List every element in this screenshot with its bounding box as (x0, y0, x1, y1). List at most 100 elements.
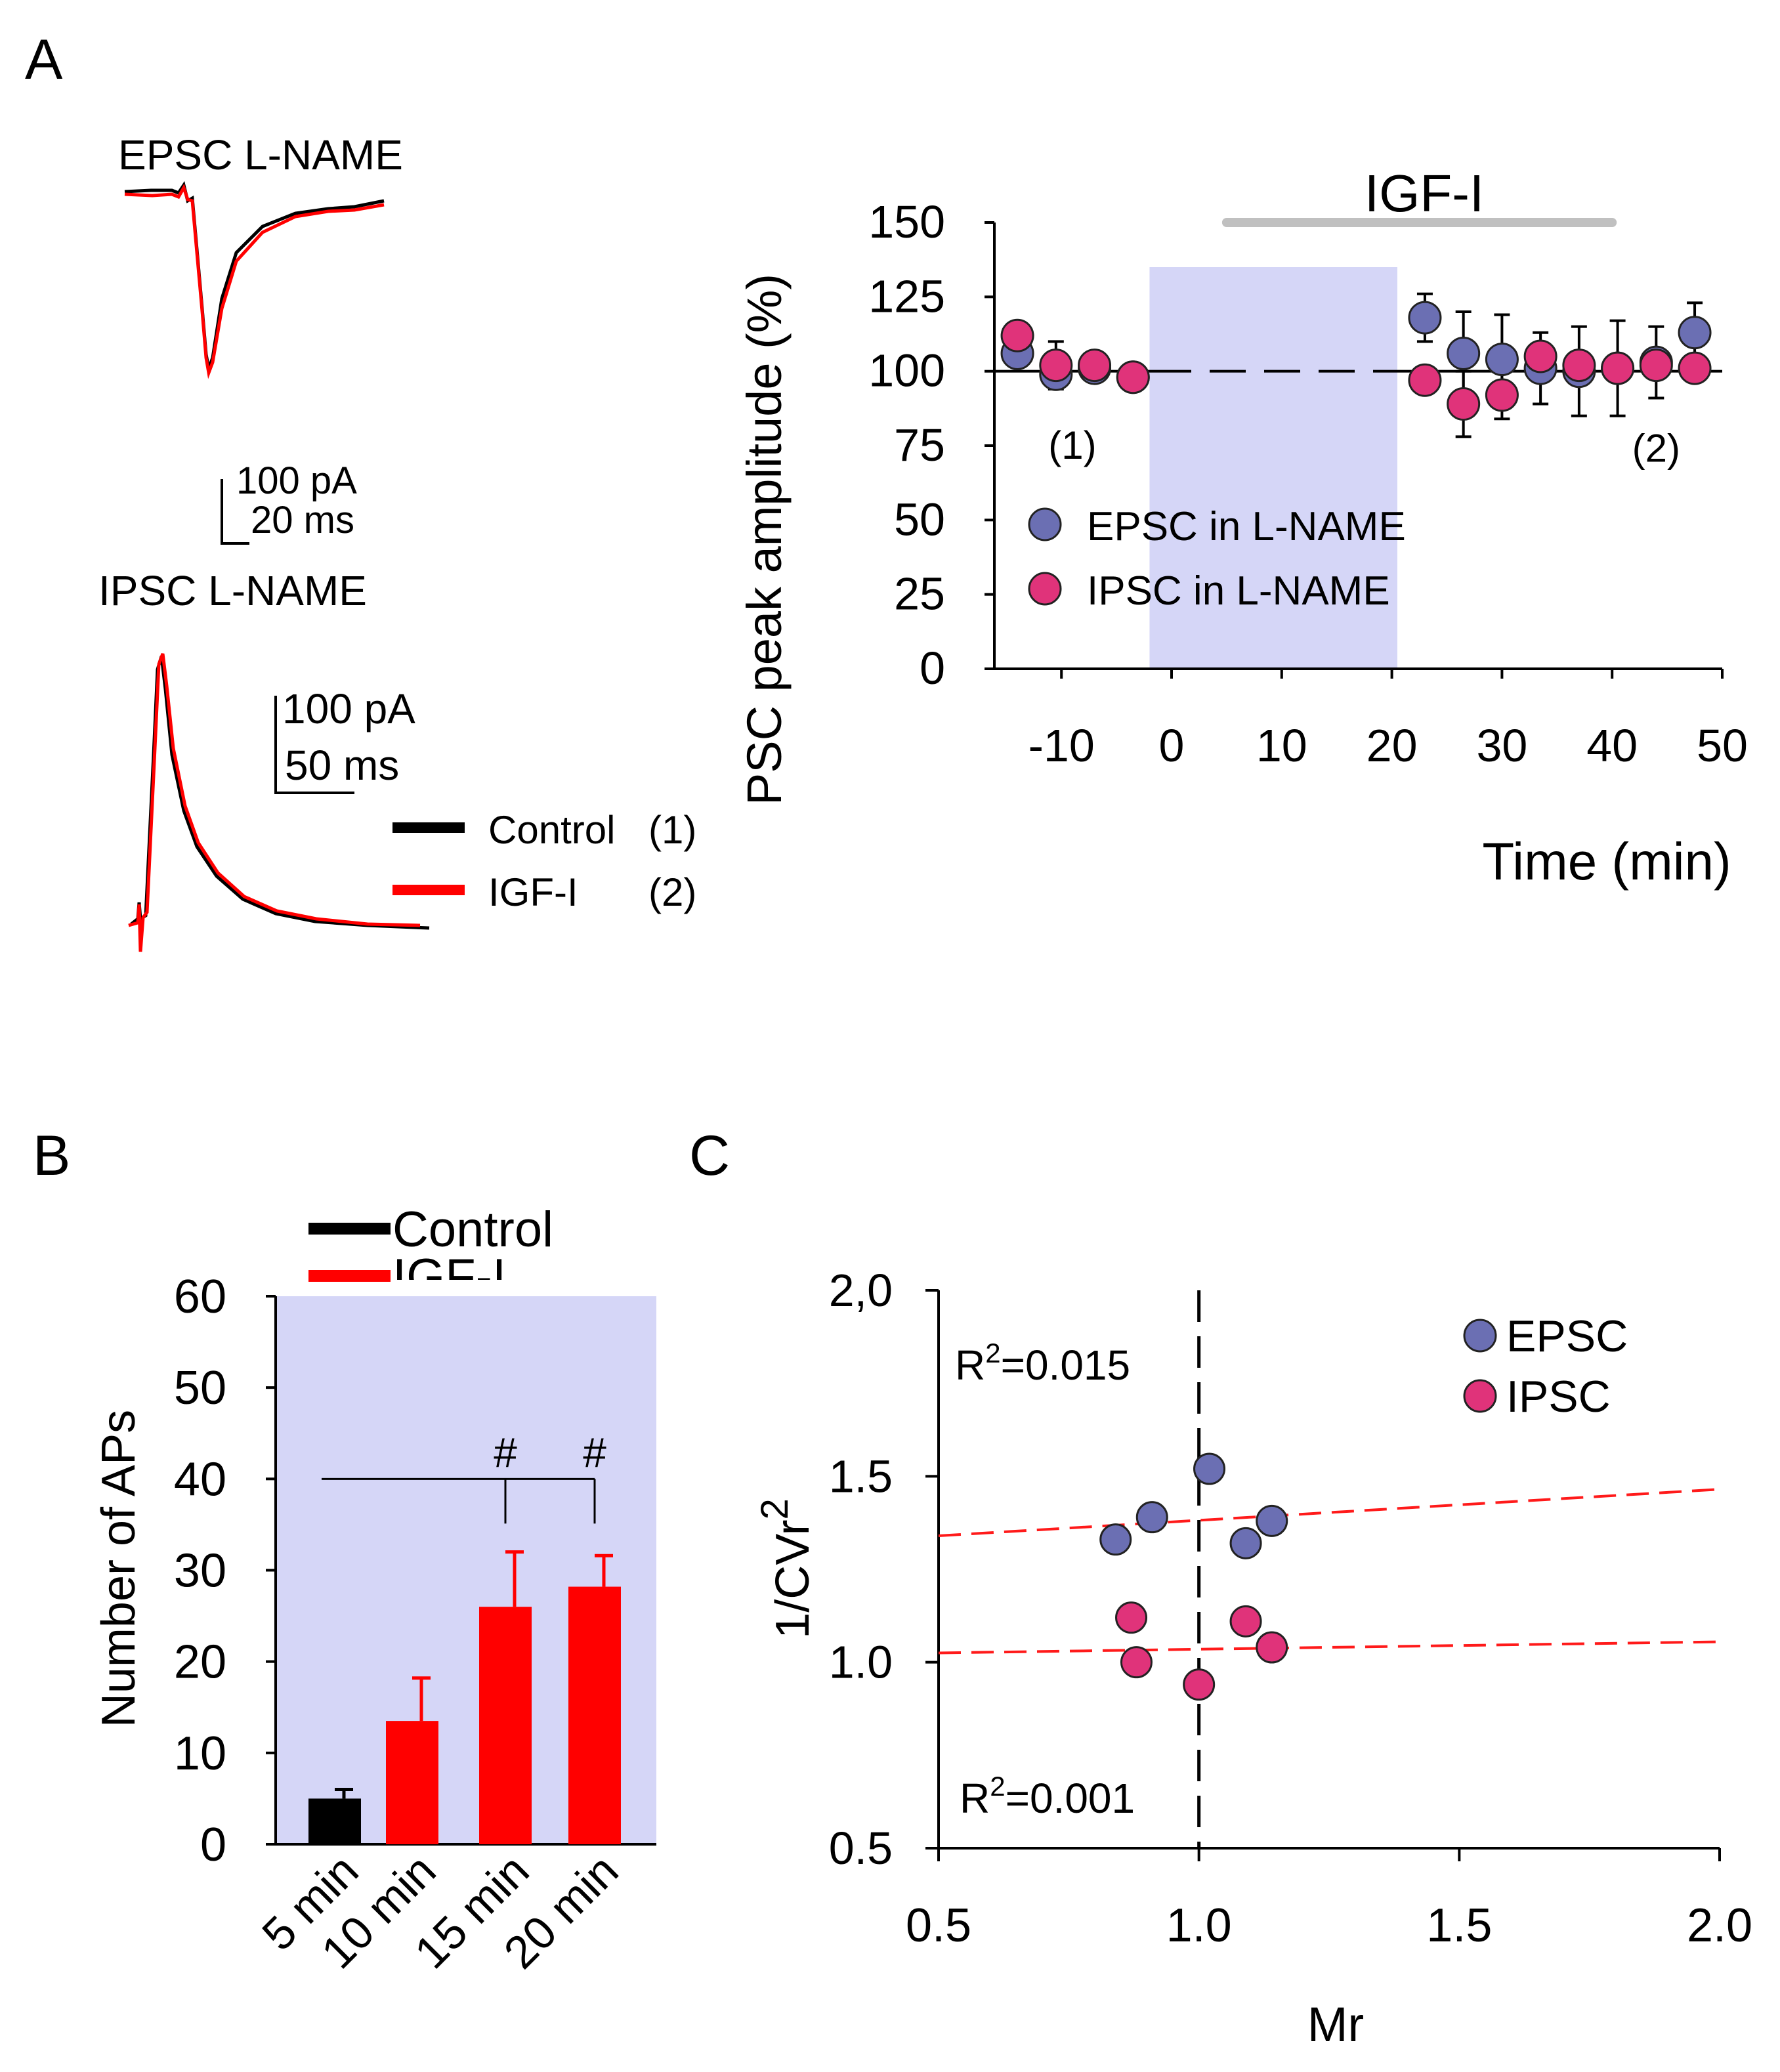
c-epsc-fit-line (938, 1488, 1720, 1537)
a-ipsc-point (1408, 363, 1442, 397)
epsc-igf-trace (124, 183, 385, 379)
a-ipsc-point (1000, 318, 1034, 352)
b-y-tick-label: 60 (174, 1271, 226, 1323)
c-ipsc-point (1229, 1605, 1262, 1638)
a-ipsc-point (1116, 360, 1150, 394)
c-x-axis-label: Mr (1307, 1997, 1364, 2052)
a-x-tick-label: 0 (1159, 720, 1185, 771)
a-ipsc-point (1523, 339, 1558, 373)
c-y-axis-label: 1/CVr2 (753, 1498, 819, 1639)
a-ipsc-point (1078, 349, 1112, 383)
b-legend-label: Control (392, 1202, 553, 1258)
legend-control-swatch (392, 822, 465, 833)
a-x-tick-label: 20 (1367, 720, 1418, 771)
b-bar (568, 1586, 621, 1844)
b-bar (386, 1721, 438, 1844)
a-ipsc-point (1562, 349, 1596, 383)
a-ipsc-point (1601, 351, 1635, 385)
b-bar (479, 1607, 532, 1844)
a-legend-ipsc-marker (1028, 572, 1062, 606)
panel-label-a: A (25, 28, 63, 91)
a-y-tick-label: 75 (894, 419, 945, 471)
a-epsc-point (1408, 301, 1442, 335)
b-significance-marker: # (494, 1429, 517, 1476)
b-bar (308, 1798, 361, 1844)
ipsc-igf-trace (128, 653, 421, 952)
ipsc-scale-time: 50 ms (285, 742, 399, 789)
a-legend-epsc-label: EPSC in L-NAME (1087, 504, 1406, 549)
c-r2-value: =0.001 (1006, 1775, 1135, 1822)
traces-group: EPSC L-NAME 100 pA 20 ms IPSC L-NAME 100… (98, 131, 696, 952)
epsc-scale-time: 20 ms (251, 499, 354, 541)
c-ipsc-point (1183, 1668, 1216, 1701)
epsc-control-trace (124, 180, 385, 375)
c-ipsc-point (1120, 1646, 1153, 1679)
b-legend-swatch (308, 1270, 391, 1282)
c-r2-label: R2=0.015 (955, 1338, 1130, 1389)
a-ipsc-point (1039, 349, 1073, 383)
b-y-axis-label: Number of APs (93, 1410, 145, 1727)
b-y-tick-label: 0 (200, 1819, 226, 1871)
a-x-tick-label: 10 (1256, 720, 1307, 771)
legend-igf-label: IGF-I (488, 870, 578, 914)
c-legend-epsc-label: EPSC (1506, 1311, 1628, 1361)
epsc-scale-bar (221, 479, 249, 545)
a-legend-epsc-marker (1028, 507, 1062, 541)
c-x-tick-label: 1.5 (1426, 1899, 1492, 1952)
a-annotation: (2) (1632, 427, 1680, 471)
c-epsc-point (1135, 1501, 1168, 1534)
c-legend-epsc-marker (1463, 1319, 1497, 1353)
ipsc-scale-amp: 100 pA (282, 685, 415, 732)
a-epsc-point (1447, 336, 1481, 370)
b-legend-swatch (308, 1223, 391, 1235)
c-r2-label: R2=0.001 (960, 1771, 1135, 1822)
a-y-tick-label: 0 (920, 643, 945, 694)
b-legend-mask (394, 1280, 532, 1296)
c-epsc-point (1256, 1504, 1288, 1537)
legend-igf-tag: (2) (648, 870, 696, 914)
a-annotation: (1) (1048, 423, 1096, 467)
c-r2-sup: 2 (990, 1771, 1005, 1802)
c-ipsc-point (1115, 1601, 1148, 1634)
b-y-tick-label: 30 (174, 1545, 226, 1597)
b-y-tick-label: 40 (174, 1453, 226, 1506)
a-x-tick-label: -10 (1028, 720, 1095, 771)
a-igf-title: IGF-I (1365, 164, 1484, 222)
c-epsc-point (1229, 1527, 1262, 1559)
c-x-tick-label: 1.0 (1166, 1899, 1232, 1952)
a-x-tick-label: 50 (1697, 720, 1748, 771)
panel-label-c: C (689, 1124, 730, 1187)
c-ipsc-point (1256, 1631, 1288, 1664)
a-y-tick-label: 100 (868, 345, 945, 396)
c-epsc-point (1099, 1523, 1132, 1556)
a-ipsc-point (1447, 387, 1481, 421)
c-ipsc-fit-line (938, 1640, 1720, 1655)
c-y-tick-label: 1.0 (829, 1637, 893, 1688)
c-x-tick-label: 0.5 (906, 1899, 971, 1952)
c-r2-value: =0.015 (1001, 1342, 1131, 1389)
chart-a-time-course: IGF-I 0 25 50 75 100 125 150 -10 0 10 20 30 40 50 Time … (737, 164, 1748, 891)
c-epsc-point (1193, 1452, 1226, 1485)
ipsc-scale-bar (274, 696, 354, 794)
c-y-axis-label-sup: 2 (753, 1498, 796, 1519)
a-legend-ipsc-label: IPSC in L-NAME (1087, 568, 1390, 614)
a-x-tick-label: 30 (1476, 720, 1527, 771)
c-y-tick-label: 0.5 (829, 1823, 893, 1874)
a-y-tick-label: 150 (868, 196, 945, 247)
c-x-tick-label: 2.0 (1687, 1899, 1752, 1952)
epsc-scale-amp: 100 pA (236, 459, 357, 502)
a-ipsc-point (1678, 351, 1712, 385)
c-y-tick-label: 2,0 (829, 1265, 893, 1316)
b-y-tick-label: 20 (174, 1636, 226, 1689)
a-epsc-point (1485, 343, 1519, 377)
a-ipsc-point (1485, 378, 1519, 412)
b-y-tick-label: 10 (174, 1727, 226, 1780)
a-x-axis-label: Time (min) (1482, 832, 1731, 891)
ipsc-trace-title: IPSC L-NAME (98, 567, 367, 614)
a-treatment-shade (1149, 267, 1397, 669)
legend-control-label: Control (488, 808, 615, 852)
legend-control-tag: (1) (648, 808, 696, 852)
a-x-tick-label: 40 (1586, 720, 1638, 771)
